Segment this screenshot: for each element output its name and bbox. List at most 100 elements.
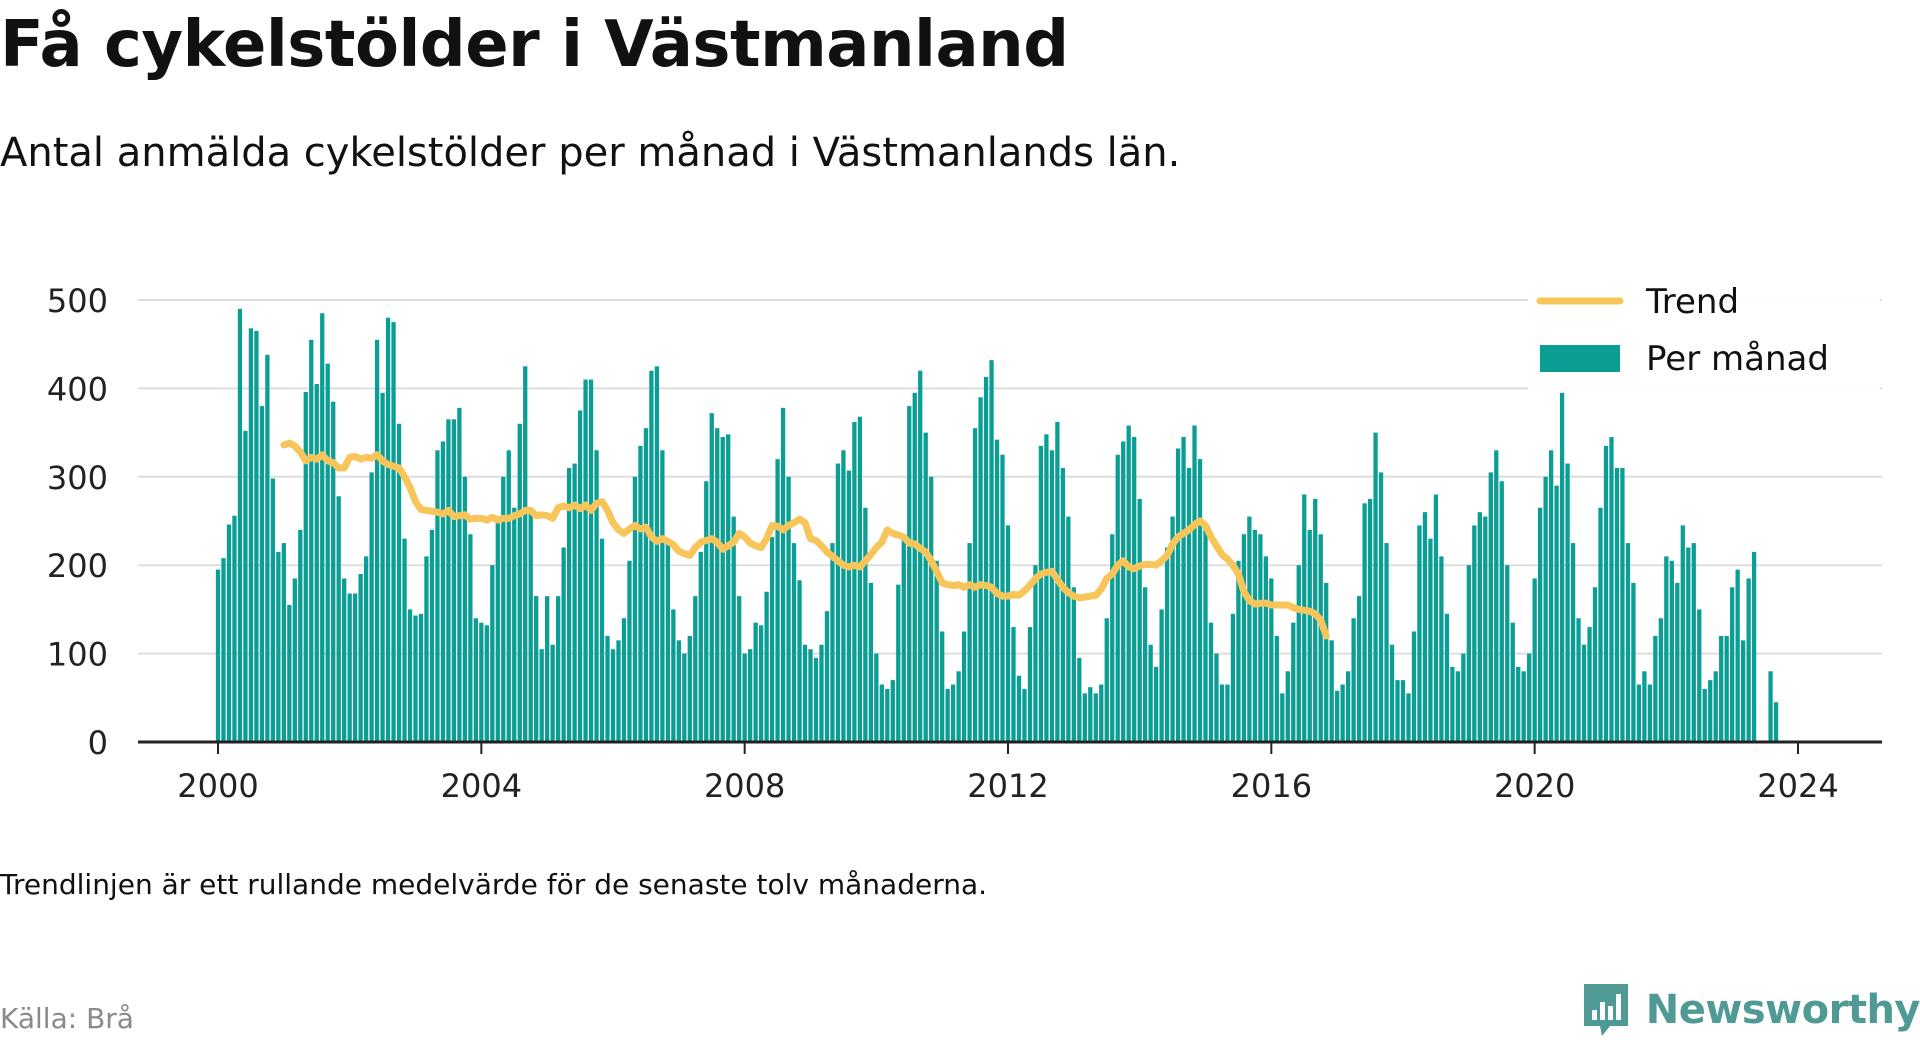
bar (1296, 565, 1301, 742)
bar (830, 543, 835, 742)
bar (890, 680, 895, 742)
bar (682, 653, 687, 742)
bar (940, 631, 945, 742)
bar (967, 543, 972, 742)
bar (1724, 635, 1729, 742)
bar (276, 551, 281, 742)
bar (1236, 560, 1241, 742)
bar (1077, 658, 1082, 742)
bar (479, 622, 484, 742)
y-tick-label: 0 (88, 724, 108, 762)
bar (353, 593, 358, 742)
bar (737, 596, 742, 742)
bar (347, 593, 352, 742)
bar (561, 547, 566, 742)
bar (1005, 525, 1011, 742)
bar (1417, 525, 1422, 742)
bar (1362, 503, 1367, 742)
bar (1653, 635, 1658, 742)
bar (1565, 463, 1570, 742)
footnote: Trendlinjen är ett rullande medelvärde f… (0, 868, 988, 901)
bar (1636, 684, 1642, 742)
bar (1143, 587, 1148, 742)
bar (1082, 693, 1087, 742)
bar (857, 416, 863, 742)
bar (265, 354, 270, 742)
bar (769, 536, 775, 742)
bar (846, 470, 852, 742)
bar (742, 653, 747, 742)
bar (1093, 693, 1098, 742)
bar (1587, 627, 1592, 742)
bar (978, 397, 983, 742)
bar (583, 379, 588, 742)
bar (1581, 644, 1587, 742)
bar (802, 644, 808, 742)
bar (1340, 684, 1345, 742)
bar (1307, 529, 1312, 742)
bar (885, 688, 890, 742)
bar (1016, 675, 1022, 742)
bar (764, 591, 769, 742)
bar (748, 649, 753, 742)
bar (1532, 578, 1537, 742)
bar (918, 370, 923, 742)
bar (665, 538, 670, 742)
bar (1735, 569, 1740, 742)
bar (1175, 448, 1181, 742)
bar (929, 476, 934, 742)
bar (1225, 684, 1230, 742)
bar (632, 476, 638, 742)
bar (1071, 587, 1076, 742)
bar (731, 516, 736, 742)
bar (1713, 671, 1718, 742)
bar (1559, 392, 1565, 742)
bar (1664, 556, 1669, 742)
bar (1027, 627, 1033, 742)
bar (1247, 516, 1252, 742)
trend-line (280, 439, 1330, 640)
bar (435, 450, 440, 742)
bar (605, 635, 610, 742)
bar (1066, 516, 1071, 742)
bar (566, 467, 572, 742)
bar (1263, 556, 1268, 742)
bar (1170, 516, 1175, 742)
bar (1346, 671, 1351, 742)
brand-name: Newsworthy (1645, 987, 1920, 1033)
bar (1285, 671, 1290, 742)
bar (1494, 450, 1499, 742)
bar (1773, 702, 1779, 742)
bar (1669, 560, 1674, 742)
bar (1466, 565, 1471, 742)
bar (610, 649, 616, 742)
bar (1461, 653, 1466, 742)
bar (1521, 671, 1526, 742)
bar (1099, 684, 1104, 742)
bar (758, 625, 764, 742)
bar (331, 401, 336, 742)
bar (912, 392, 917, 742)
bar (1686, 547, 1691, 742)
bar (1614, 467, 1620, 742)
x-tick-label: 2004 (441, 767, 522, 805)
brand-chart-icon (1583, 984, 1628, 1036)
bar (1395, 680, 1400, 742)
bar (539, 649, 544, 742)
bar (1181, 437, 1186, 742)
bar (704, 481, 709, 742)
bar (1252, 529, 1258, 742)
bar (287, 604, 292, 742)
bar (1132, 437, 1137, 742)
bar (1269, 578, 1274, 742)
bar (1121, 441, 1126, 742)
bar (983, 376, 989, 742)
bar (342, 578, 347, 742)
bar (1499, 481, 1504, 742)
x-tick-label: 2024 (1757, 767, 1838, 805)
bar (243, 430, 248, 742)
bar (1576, 618, 1581, 742)
bar (956, 671, 961, 742)
bar (780, 407, 786, 742)
bar (934, 560, 939, 742)
